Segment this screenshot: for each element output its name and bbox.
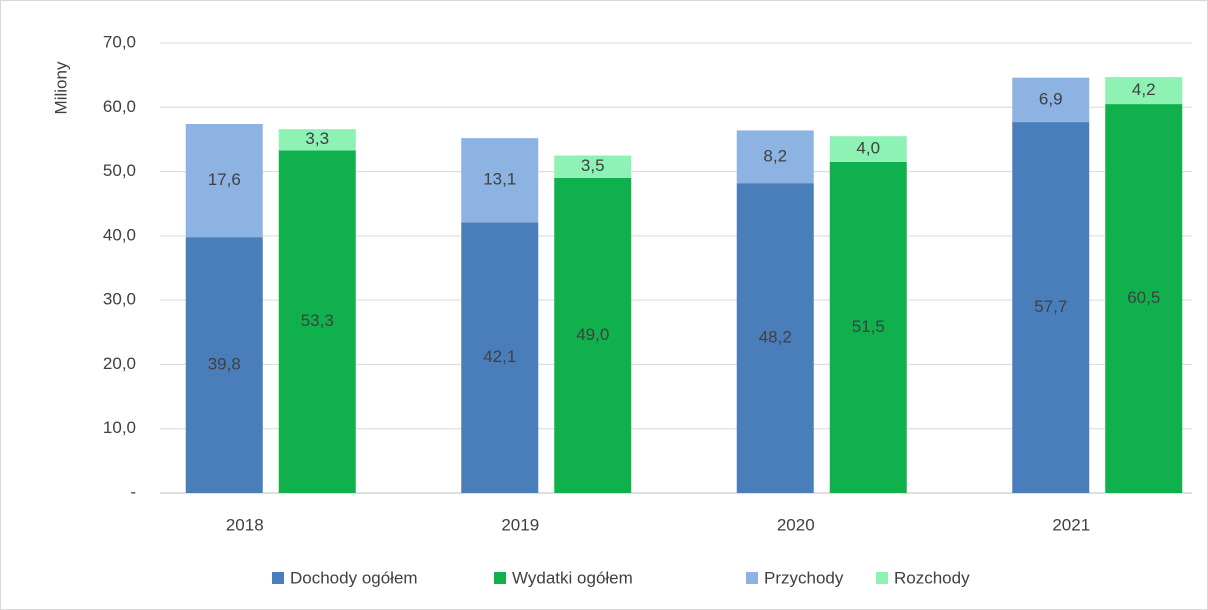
- bar-segment: [1012, 122, 1090, 494]
- legend-swatch: [746, 572, 758, 584]
- y-tick-label: 40,0: [103, 225, 136, 244]
- data-label: 60,5: [1127, 288, 1160, 307]
- bar-segment: [829, 136, 907, 162]
- bar-segment: [1012, 77, 1090, 123]
- bar-segment: [461, 138, 539, 223]
- data-label: 8,2: [763, 146, 787, 165]
- y-tick-label: 10,0: [103, 418, 136, 437]
- data-label: 6,9: [1039, 89, 1063, 108]
- bar-segment: [185, 124, 263, 238]
- y-axis-label: Miliony: [51, 61, 70, 114]
- data-label: 3,3: [305, 129, 329, 148]
- legend-label: Rozchody: [894, 568, 970, 587]
- x-tick-label: 2021: [1052, 515, 1090, 534]
- data-label: 42,1: [483, 347, 516, 366]
- bar-segment: [1105, 104, 1183, 494]
- bar-segment: [554, 155, 632, 178]
- bar-segment: [278, 150, 356, 493]
- x-tick-label: 2019: [501, 515, 539, 534]
- data-label: 51,5: [852, 317, 885, 336]
- bar-segment: [278, 129, 356, 151]
- data-label: 49,0: [576, 325, 609, 344]
- data-label: 53,3: [301, 311, 334, 330]
- legend-label: Wydatki ogółem: [512, 568, 633, 587]
- x-tick-label: 2018: [226, 515, 264, 534]
- data-label: 3,5: [581, 156, 605, 175]
- y-tick-label: 20,0: [103, 354, 136, 373]
- legend-swatch: [494, 572, 506, 584]
- legend-label: Dochody ogółem: [290, 568, 418, 587]
- bar-segment: [1105, 77, 1183, 105]
- legend-label: Przychody: [764, 568, 844, 587]
- data-label: 39,8: [208, 355, 241, 374]
- bar-segment: [736, 183, 814, 493]
- y-tick-label: 60,0: [103, 97, 136, 116]
- data-label: 48,2: [759, 328, 792, 347]
- y-tick-label: 30,0: [103, 290, 136, 309]
- y-tick-label: -: [130, 482, 136, 501]
- x-tick-label: 2020: [777, 515, 815, 534]
- data-label: 17,6: [208, 170, 241, 189]
- data-label: 57,7: [1034, 297, 1067, 316]
- data-label: 13,1: [483, 170, 516, 189]
- bar-segment: [829, 161, 907, 493]
- bar-segment: [185, 237, 263, 493]
- data-label: 4,2: [1132, 80, 1156, 99]
- legend-swatch: [272, 572, 284, 584]
- data-label: 4,0: [856, 139, 880, 158]
- bar-segment: [554, 178, 632, 493]
- bar-segment: [736, 130, 814, 184]
- y-tick-label: 70,0: [103, 32, 136, 51]
- legend-swatch: [876, 572, 888, 584]
- bar-segment: [461, 222, 539, 493]
- y-tick-label: 50,0: [103, 161, 136, 180]
